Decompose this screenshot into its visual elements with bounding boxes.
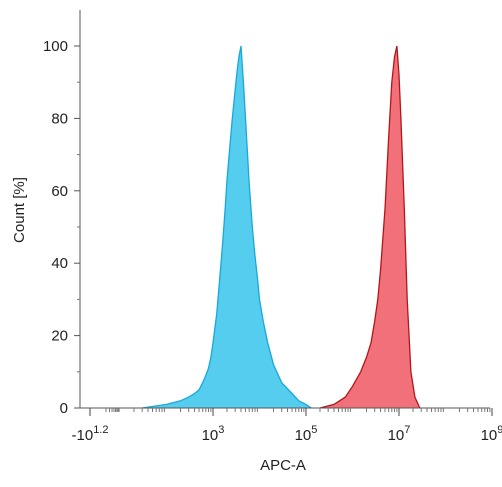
x-tick-label: 103 (202, 424, 225, 444)
x-tick-exponent: 5 (311, 424, 317, 436)
y-tick-label: 0 (60, 400, 68, 417)
x-tick-label: 107 (388, 424, 411, 444)
x-tick-label: 109 (481, 424, 502, 444)
histogram-fills (142, 45, 421, 409)
x-tick-exponent: 3 (218, 424, 224, 436)
x-tick-base: 10 (481, 427, 498, 444)
series-1-outline (319, 45, 421, 409)
x-tick-base: 10 (202, 427, 219, 444)
y-tick-label: 20 (51, 328, 68, 345)
series-0-fill (142, 46, 312, 408)
x-tick-label: 105 (295, 424, 318, 444)
x-tick-label: -101.2 (72, 424, 109, 444)
y-axis-label: Count [%] (11, 177, 28, 243)
x-ticks: -101.2 103 105 107 109 (72, 408, 502, 444)
y-tick-label: 100 (43, 38, 68, 55)
x-tick-base: 10 (388, 427, 405, 444)
x-tick-base: -10 (72, 427, 94, 444)
series-0-outline (142, 45, 312, 409)
x-tick-exponent: 7 (404, 424, 410, 436)
x-tick-exponent: 9 (497, 424, 502, 436)
x-tick-base: 10 (295, 427, 312, 444)
x-axis-label: APC-A (260, 457, 306, 474)
y-tick-label: 80 (51, 110, 68, 127)
x-tick-exponent: 1.2 (93, 424, 108, 436)
y-tick-label: 60 (51, 183, 68, 200)
y-ticks: 0 20 40 60 80 100 (43, 38, 80, 417)
series-1-fill (320, 46, 420, 408)
axes (79, 10, 490, 409)
y-tick-label: 40 (51, 255, 68, 272)
